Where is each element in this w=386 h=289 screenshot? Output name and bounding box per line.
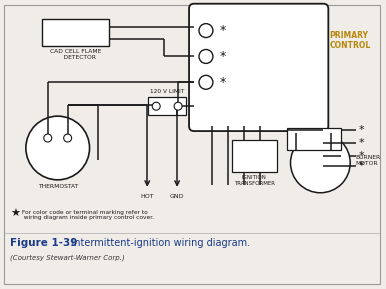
Circle shape <box>44 134 52 142</box>
Text: *: * <box>220 76 226 89</box>
Text: For color code or terminal marking refer to
  wiring diagram inside primary cont: For color code or terminal marking refer… <box>20 210 154 221</box>
Text: CAD CELL FLAME
    DETECTOR: CAD CELL FLAME DETECTOR <box>50 49 101 60</box>
Text: 120 V LIMIT: 120 V LIMIT <box>150 89 184 94</box>
Text: Intermittent-ignition wiring diagram.: Intermittent-ignition wiring diagram. <box>62 238 250 247</box>
Text: HOT: HOT <box>141 194 154 199</box>
Text: (Courtesy Stewart-Warner Corp.): (Courtesy Stewart-Warner Corp.) <box>10 254 125 261</box>
Text: *: * <box>220 24 226 37</box>
Text: Figure 1-39: Figure 1-39 <box>10 238 77 247</box>
Circle shape <box>174 102 182 110</box>
Text: *: * <box>358 138 364 148</box>
Text: *: * <box>220 50 226 63</box>
Text: *: * <box>358 125 364 135</box>
FancyBboxPatch shape <box>148 97 186 115</box>
Circle shape <box>199 24 213 38</box>
FancyBboxPatch shape <box>4 5 380 284</box>
Text: THERMOSTAT: THERMOSTAT <box>37 184 78 189</box>
FancyBboxPatch shape <box>232 140 277 172</box>
Circle shape <box>64 134 72 142</box>
Circle shape <box>199 49 213 63</box>
Text: PRIMARY
CONTROL: PRIMARY CONTROL <box>329 31 371 50</box>
Circle shape <box>199 75 213 89</box>
Text: *: * <box>358 161 364 171</box>
Text: ★: ★ <box>10 209 20 219</box>
Text: IGNITION
TRANSFORMER: IGNITION TRANSFORMER <box>234 175 275 186</box>
Circle shape <box>291 133 350 193</box>
FancyBboxPatch shape <box>286 128 341 150</box>
Circle shape <box>152 102 160 110</box>
Circle shape <box>26 116 90 180</box>
FancyBboxPatch shape <box>42 19 110 47</box>
FancyBboxPatch shape <box>189 4 328 131</box>
Text: BURNER
MOTOR: BURNER MOTOR <box>355 155 381 166</box>
Text: *: * <box>358 151 364 161</box>
Text: GND: GND <box>170 194 185 199</box>
